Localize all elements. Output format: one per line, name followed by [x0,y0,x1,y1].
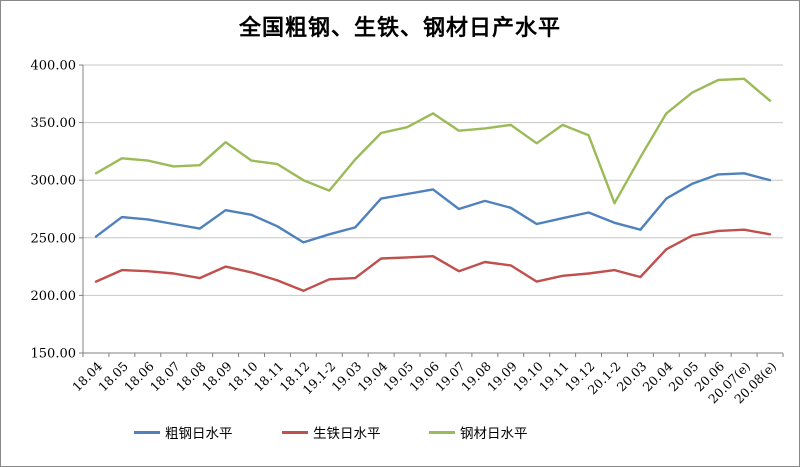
legend-swatch-pig-iron [282,430,308,434]
y-axis-label: 350.00 [31,116,77,131]
y-axis-label: 250.00 [31,231,77,246]
y-axis-label: 300.00 [31,174,77,189]
legend-item-steel-products: 钢材日水平 [429,423,528,442]
legend-label-pig-iron: 生铁日水平 [313,426,381,442]
legend-swatch-crude-steel [134,430,160,434]
legend-label-crude-steel: 粗钢日水平 [165,426,233,442]
y-axis-label: 150.00 [31,347,77,362]
y-axis-label: 400.00 [31,59,77,74]
series-line-生铁日水平 [94,228,772,292]
legend-label-steel-products: 钢材日水平 [460,426,528,442]
legend-item-pig-iron: 生铁日水平 [282,423,381,442]
chart-title: 全国粗钢、生铁、钢材日产水平 [238,15,561,41]
series-line-钢材日水平 [94,77,772,205]
series-line-粗钢日水平 [94,172,772,244]
legend-item-crude-steel: 粗钢日水平 [134,423,233,442]
legend-swatch-steel-products [429,430,455,434]
y-axis-label: 200.00 [31,289,77,304]
